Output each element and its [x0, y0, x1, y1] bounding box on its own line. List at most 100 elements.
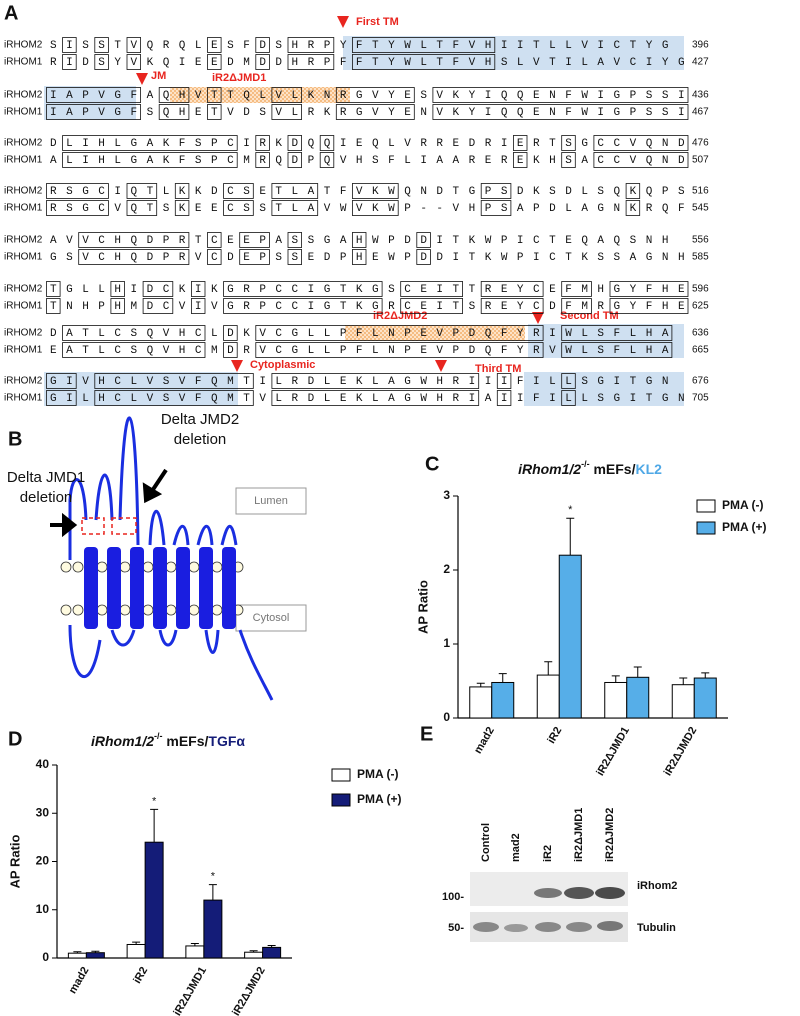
bar — [144, 841, 164, 959]
identity-box — [62, 342, 206, 358]
residue-number: 585 — [692, 252, 709, 263]
bar — [85, 952, 105, 959]
identity-box — [255, 342, 544, 358]
identity-box — [94, 390, 254, 406]
identity-box — [255, 152, 270, 168]
identity-box — [351, 54, 496, 70]
identity-box — [271, 87, 302, 103]
identity-box — [207, 232, 222, 248]
identity-box — [432, 104, 689, 120]
title-ligand: KL2 — [635, 461, 662, 477]
identity-box — [561, 135, 576, 151]
annotations: First TM JM iR2ΔJMD1 Second TM iR2ΔJMD2 … — [136, 16, 619, 375]
residue-number: 636 — [692, 328, 709, 339]
identity-box — [561, 152, 576, 168]
identity-box — [480, 200, 512, 216]
x-tick-label: iR2ΔJMD2 — [662, 725, 700, 778]
tm-region — [528, 324, 684, 358]
identity-box — [400, 298, 464, 314]
legend-label: PMA (+) — [357, 792, 402, 806]
residue-number: 436 — [692, 90, 709, 101]
sequence: ALIHLGAKFSPCMRQDPQVHSFLIAAREREKHSACCVQND — [50, 155, 694, 167]
band-label: Tubulin — [637, 922, 676, 934]
error-bar — [208, 884, 217, 901]
identity-box — [46, 298, 61, 314]
annotation: Cytoplasmic — [250, 359, 315, 371]
identity-box — [496, 390, 512, 406]
y-axis-label: AP Ratio — [415, 580, 430, 634]
identity-box — [207, 249, 222, 265]
sequence: EATLCSQVHCMDRVCGLLPFLNPEVPDQFYRVWLSFLHA — [50, 345, 678, 357]
residue-number: 396 — [692, 40, 709, 51]
lane-label: mad2 — [510, 833, 522, 862]
annotation: Second TM — [560, 310, 619, 322]
y-axis-label: AP Ratio — [7, 834, 22, 888]
identity-box — [593, 135, 689, 151]
jmd2-box — [111, 517, 137, 535]
title-ligand: TGFα — [208, 733, 245, 749]
identity-box — [78, 232, 190, 248]
tm-region — [44, 86, 136, 120]
jmd2-region — [345, 325, 525, 341]
y-tick-label: 1 — [443, 636, 450, 650]
jmd1-label: Delta JMD1 — [7, 469, 85, 486]
identity-box — [223, 298, 383, 314]
lane-label: iR2ΔJMD1 — [573, 808, 585, 862]
bar — [185, 945, 205, 959]
identity-box — [513, 152, 528, 168]
sequence: DLIHLGAKFSPCIRKDQQIEQLVRREDRIERTSGCCVQND — [50, 138, 694, 150]
identity-box — [207, 104, 222, 120]
sequence-name: iRHOM2 — [4, 138, 43, 149]
identity-box — [62, 37, 77, 53]
identity-box — [561, 342, 673, 358]
x-tick-label: iR2ΔJMD2 — [230, 965, 268, 1016]
legend-swatch — [331, 768, 351, 782]
identity-box — [223, 281, 383, 297]
significance: * — [568, 504, 573, 516]
sequence: GIVHCLVSVFQMTILRDLEKLAGWHRIIIFILLSGITGN — [50, 376, 678, 388]
band — [564, 887, 594, 899]
x-tick-label: iR2ΔJMD1 — [594, 725, 632, 778]
jmd1-box — [81, 517, 105, 535]
identity-box — [400, 281, 464, 297]
sequence-name: iRHOM2 — [4, 328, 43, 339]
identity-box — [287, 54, 335, 70]
sequence: RSGCIQTLKKDCSETLATFVKWQNDTGPSDKSDLSQKQPS — [50, 186, 694, 198]
residue-number: 545 — [692, 203, 709, 214]
identity-box — [480, 298, 544, 314]
bar — [262, 946, 282, 959]
identity-box — [174, 200, 190, 216]
band — [595, 887, 625, 899]
sequence: RSGCVQTSKEECSSTLAVWVKWP--VHPSAPDLAGNKRQF — [50, 203, 694, 215]
identity-box — [593, 152, 689, 168]
marker — [435, 360, 447, 372]
chart-title: iRhom1/2-/- mEFs/TGFα — [91, 731, 245, 748]
error-bar — [476, 682, 485, 687]
identity-box — [126, 200, 158, 216]
cytosol-label: Cytosol — [253, 612, 290, 624]
sequence-name: iRHOM2 — [4, 284, 43, 295]
bar — [67, 952, 87, 959]
sequence-name: iRHOM1 — [4, 57, 43, 68]
residue-number: 625 — [692, 301, 709, 312]
bar — [558, 554, 582, 719]
legend-label: PMA (-) — [357, 767, 399, 781]
bar — [671, 684, 695, 719]
bilayer — [60, 561, 244, 616]
identity-box — [223, 325, 238, 341]
band — [566, 922, 592, 932]
identity-box — [271, 183, 319, 199]
sequence-name: iRHOM2 — [4, 90, 43, 101]
bar — [693, 677, 717, 719]
tm-region — [524, 372, 684, 406]
significance: * — [211, 871, 216, 883]
error-bar — [633, 666, 642, 678]
title-superscript: -/- — [581, 459, 590, 469]
legend-swatch — [331, 793, 351, 807]
identity-box — [174, 183, 190, 199]
sequence: RIDSYVKQIEEDMDDHRPFFTYWLTFVHSLVTILAVCIYG — [50, 57, 694, 69]
sequence: TGLLHIDCKIKGRPCCIGTKGSCEITTREYCEFMHGYFHE — [50, 284, 694, 296]
topology-diagram: Lumen Cytosol Delta JMD2 deletion Delta … — [7, 411, 307, 701]
bar — [491, 681, 515, 719]
